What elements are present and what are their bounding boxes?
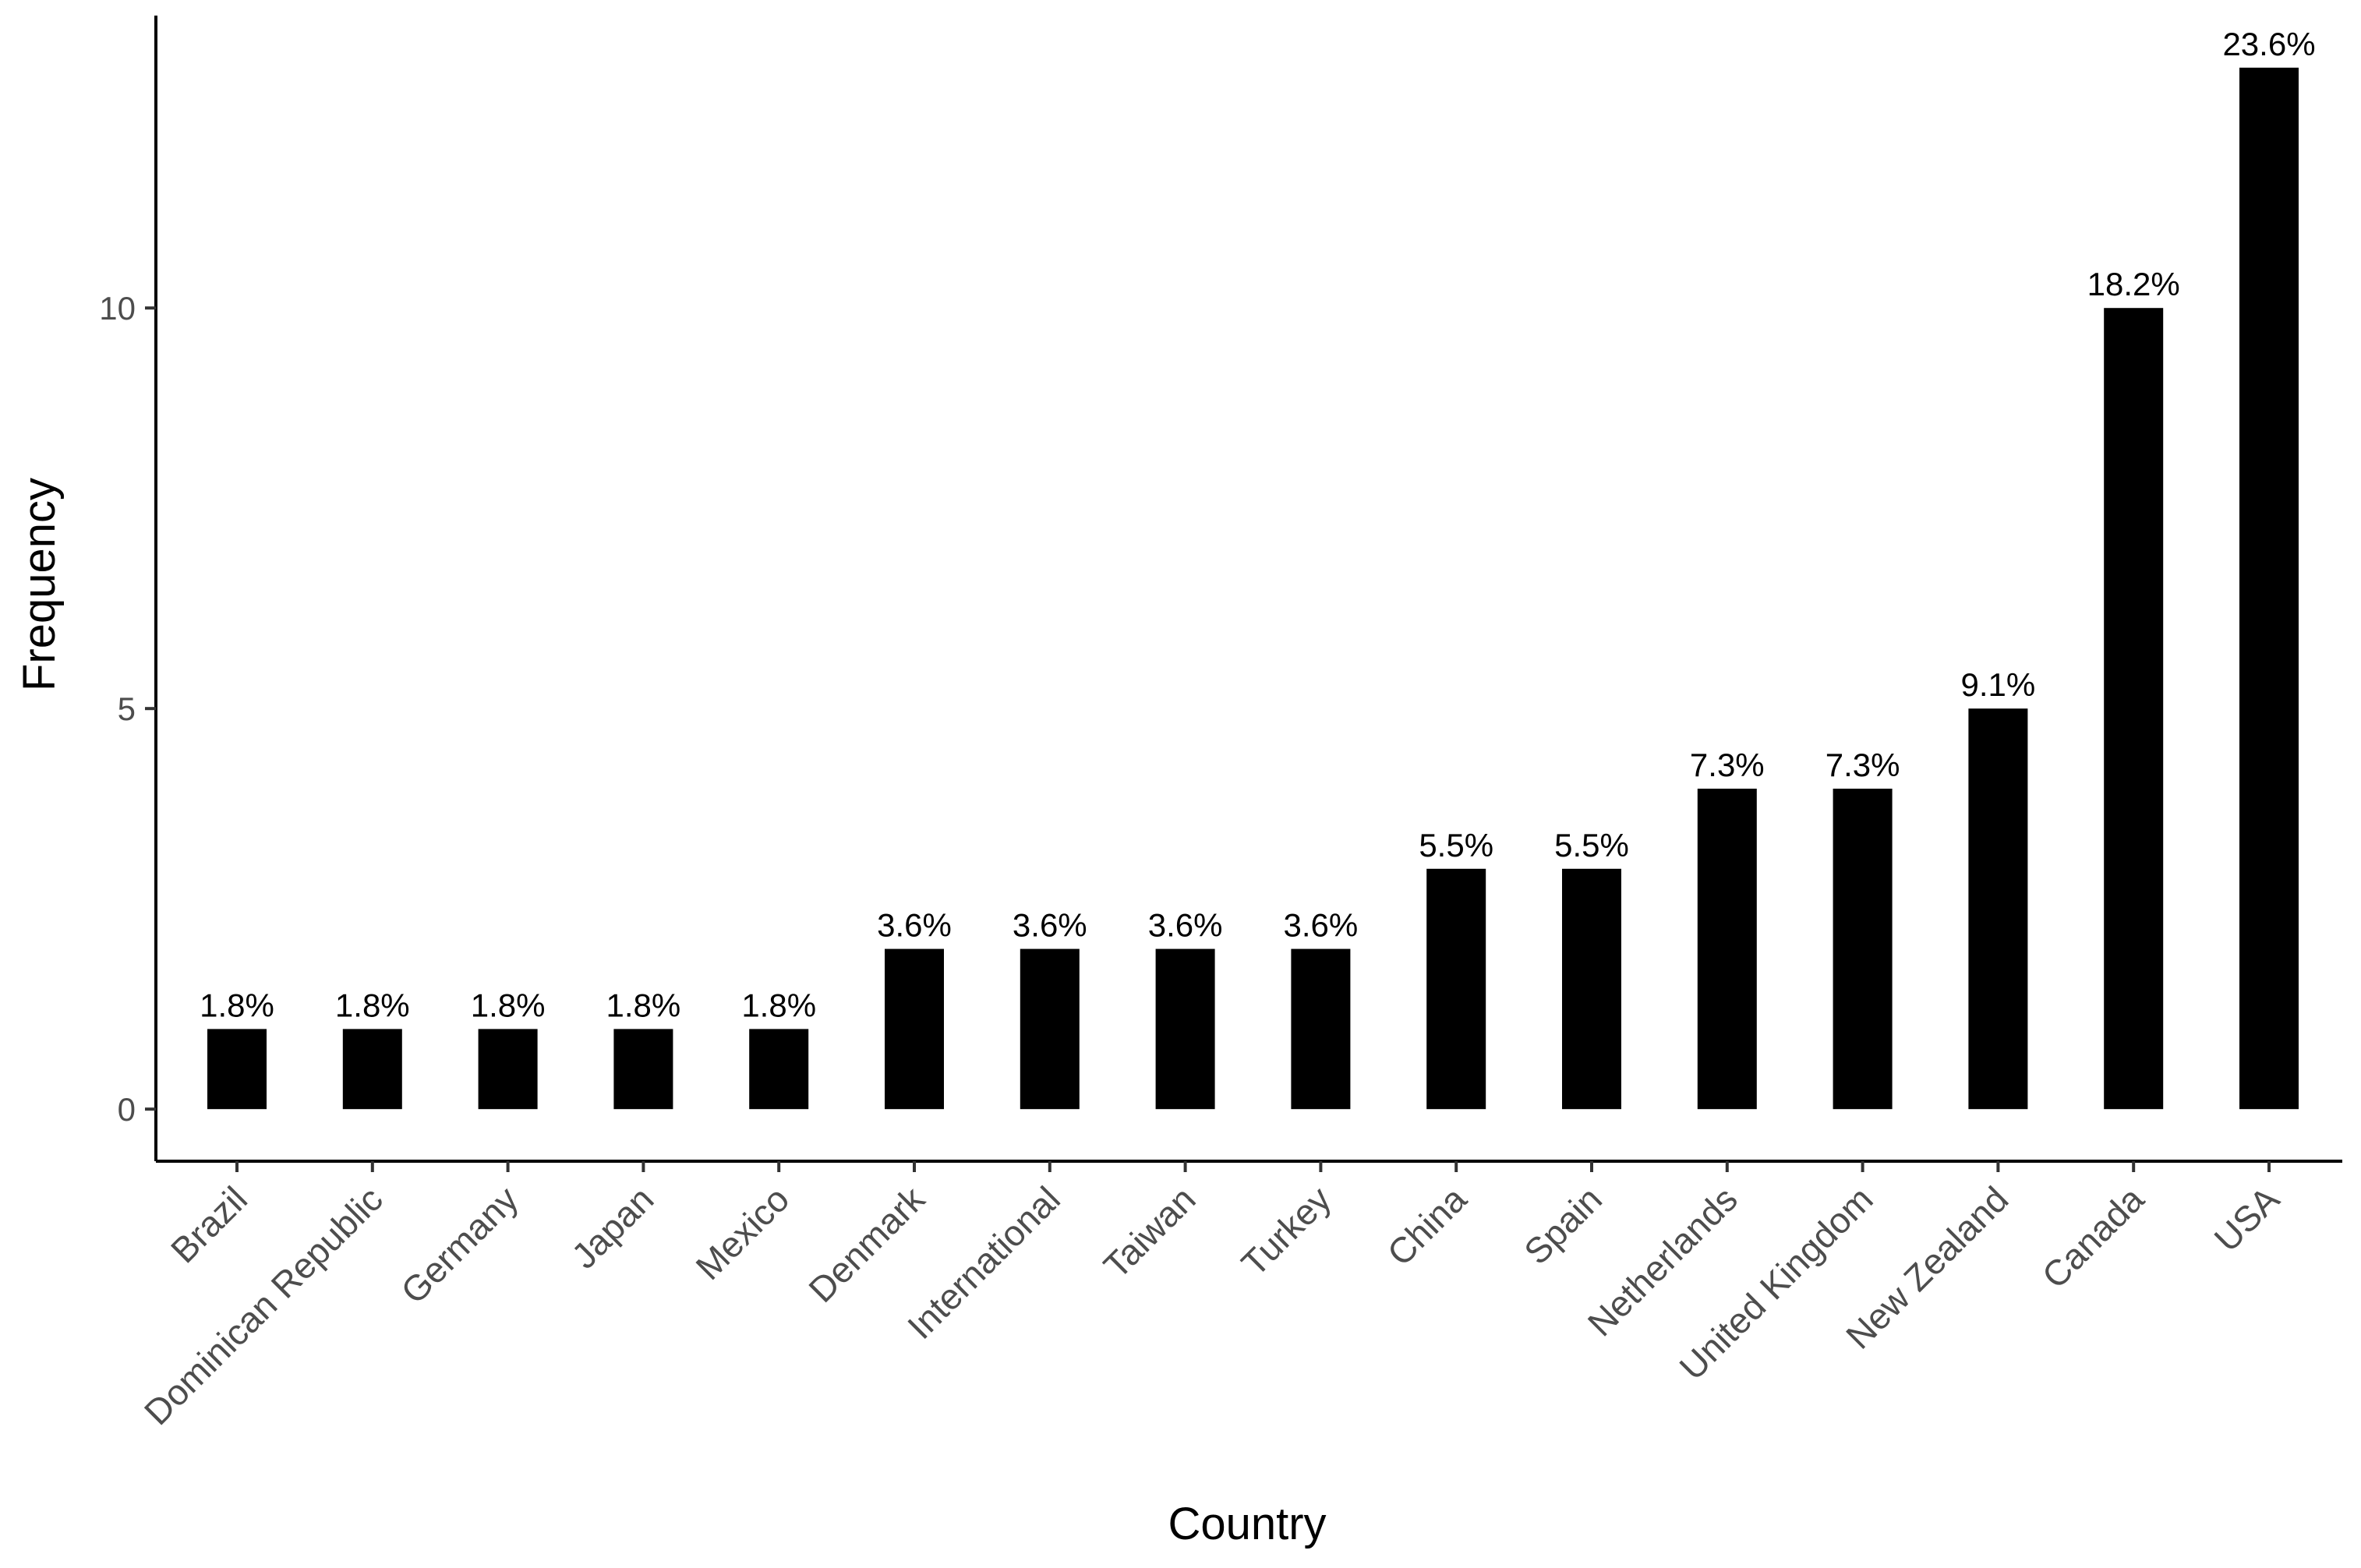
bar-mexico xyxy=(749,1029,809,1110)
data-label: 23.6% xyxy=(2222,26,2315,62)
bar-brazil xyxy=(207,1029,267,1110)
data-label: 3.6% xyxy=(1013,907,1087,944)
x-tick-label: Denmark xyxy=(801,1178,932,1310)
bar-netherlands xyxy=(1697,788,1757,1110)
y-tick-label: 0 xyxy=(118,1091,136,1128)
x-axis-title: Country xyxy=(1168,1499,1326,1549)
data-label: 1.8% xyxy=(606,987,681,1023)
data-label: 3.6% xyxy=(1148,907,1223,944)
bar-international xyxy=(1020,948,1080,1110)
bar-spain xyxy=(1562,868,1621,1110)
data-labels: 1.8% 1.8% 1.8% 1.8% 1.8% 3.6% 3.6% 3.6% 3.6% 5.5%… xyxy=(200,26,2315,1024)
data-label: 7.3% xyxy=(1826,747,1900,783)
data-label: 1.8% xyxy=(200,987,274,1023)
bar-usa xyxy=(2239,67,2299,1110)
bar-japan xyxy=(613,1029,673,1110)
y-axis-ticks: 0 5 10 xyxy=(99,290,156,1128)
bar-new-zealand xyxy=(1968,708,2028,1110)
x-tick-label: Taiwan xyxy=(1096,1178,1203,1286)
data-label: 1.8% xyxy=(471,987,546,1023)
bar-united-kingdom xyxy=(1833,788,1893,1110)
y-axis-title: Frequency xyxy=(14,478,65,691)
x-tick-label: USA xyxy=(2206,1178,2287,1259)
data-label: 1.8% xyxy=(741,987,816,1023)
x-tick-label: Brazil xyxy=(163,1178,255,1270)
bar-turkey xyxy=(1291,948,1351,1110)
x-tick-label: Spain xyxy=(1516,1178,1610,1272)
axes xyxy=(154,16,2342,1163)
x-tick-label: Japan xyxy=(564,1178,661,1276)
data-label: 9.1% xyxy=(1961,666,2036,703)
data-label: 5.5% xyxy=(1419,827,1493,863)
x-tick-label: Mexico xyxy=(687,1178,797,1287)
bar-germany xyxy=(478,1029,538,1110)
y-tick-label: 5 xyxy=(118,690,136,727)
data-label: 5.5% xyxy=(1554,827,1629,863)
bar-china xyxy=(1426,868,1486,1110)
y-tick-label: 10 xyxy=(99,290,136,327)
bar-canada xyxy=(2104,308,2164,1110)
x-tick-label: Germany xyxy=(393,1178,526,1312)
data-label: 1.8% xyxy=(335,987,410,1023)
x-tick-label: Canada xyxy=(2034,1178,2152,1296)
bar-denmark xyxy=(885,948,944,1110)
x-tick-label: Dominican Republic xyxy=(136,1178,391,1432)
data-label: 3.6% xyxy=(1284,907,1359,944)
bars xyxy=(207,67,2299,1110)
x-tick-label: Turkey xyxy=(1233,1178,1338,1284)
data-label: 7.3% xyxy=(1690,747,1765,783)
bar-dominican-republic xyxy=(342,1029,402,1110)
data-label: 18.2% xyxy=(2087,266,2180,302)
bar-taiwan xyxy=(1155,948,1215,1110)
x-tick-label: China xyxy=(1380,1178,1475,1273)
data-label: 3.6% xyxy=(877,907,952,944)
